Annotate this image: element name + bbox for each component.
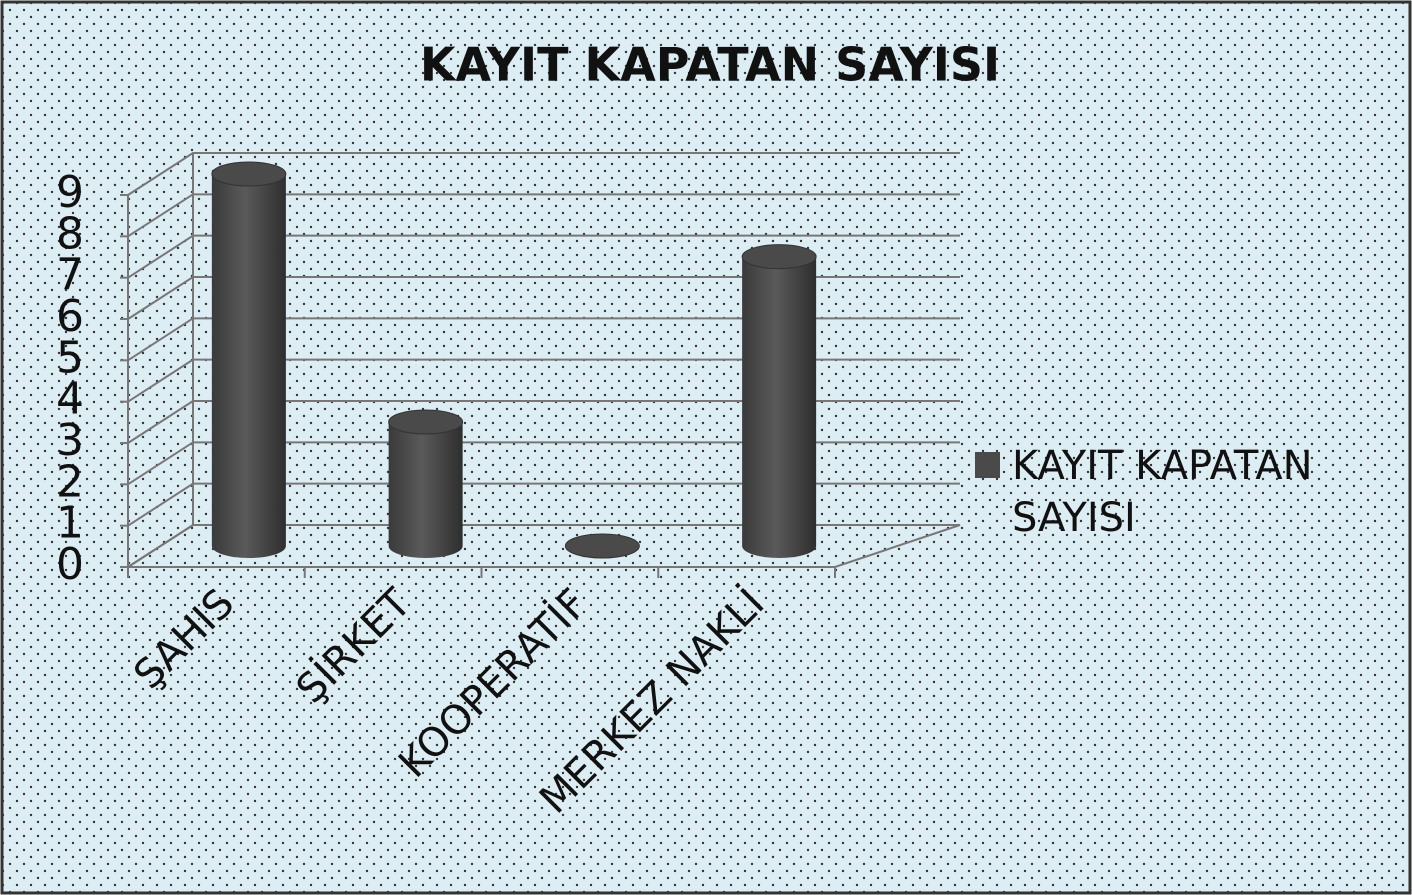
y-tick-label: 7: [56, 250, 84, 301]
bar-body: [388, 422, 463, 558]
grid-line: [127, 482, 960, 527]
grid-line: [127, 276, 960, 320]
y-tick-label: 3: [56, 415, 84, 466]
bar-top: [564, 533, 640, 559]
legend-label: KAYIT KAPATAN SAYISI: [1012, 443, 1313, 541]
grid-line: [127, 358, 960, 403]
legend-swatch: [975, 452, 1000, 478]
y-tick-label: 0: [56, 539, 84, 590]
bar-top: [211, 161, 287, 187]
y-tick-label: 6: [56, 291, 84, 342]
bar: [211, 161, 287, 558]
grid-line: [127, 441, 960, 486]
y-tick-label: 9: [56, 167, 84, 218]
grid-line: [127, 400, 960, 444]
bar: [741, 244, 817, 558]
y-tick-label: 4: [56, 374, 84, 425]
grid-line: [127, 234, 960, 279]
grid-line: [127, 524, 960, 568]
y-tick-label: 2: [56, 456, 84, 507]
grid-line: [127, 317, 960, 362]
bar-top: [741, 244, 817, 270]
bar-top: [388, 409, 464, 435]
grid-line: [127, 193, 960, 238]
grid-line: [127, 152, 960, 196]
bar: [388, 409, 464, 558]
y-tick-label: 1: [56, 498, 84, 549]
bar-body: [211, 174, 286, 558]
bar: [564, 533, 640, 559]
y-tick-label: 5: [56, 332, 84, 383]
chart-title: KAYIT KAPATAN SAYISI: [420, 38, 1000, 92]
bar-body: [742, 256, 817, 558]
y-tick-label: 8: [56, 208, 84, 259]
